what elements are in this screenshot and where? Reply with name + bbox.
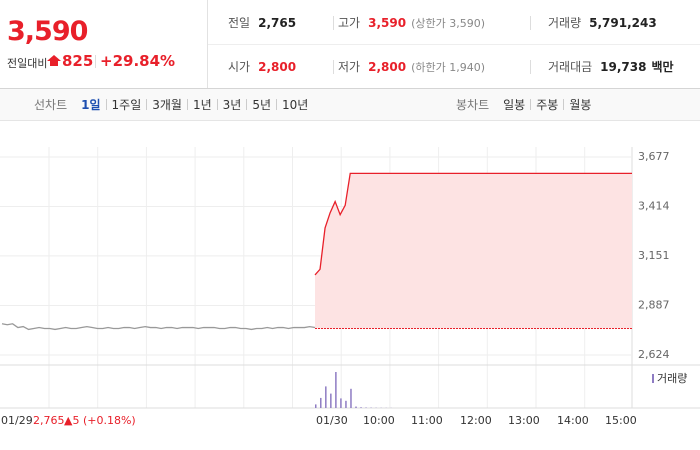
summary-value: 19,738	[600, 60, 647, 74]
volume-bar	[350, 388, 352, 408]
x-tick-label: 15:00	[605, 414, 637, 427]
tab-separator	[216, 99, 218, 110]
y-tick-label: 3,677	[638, 150, 670, 163]
info-price: 2,765	[33, 414, 65, 427]
summary-note: (상한가 3,590)	[411, 17, 485, 30]
summary-value: 2,765	[258, 16, 297, 30]
tab-separator	[105, 99, 107, 110]
legend-label: 거래량	[657, 372, 687, 385]
tab[interactable]: 1일	[81, 98, 101, 112]
area	[315, 173, 632, 329]
x-tick-label: 14:00	[557, 414, 589, 427]
tab-label: 봉차트	[456, 98, 490, 112]
tab-label: 선차트	[34, 98, 68, 112]
volume-bar	[340, 398, 342, 408]
tab[interactable]: 3개월	[152, 98, 182, 112]
x-tick-label: 01/29	[1, 414, 33, 427]
tab[interactable]: 3년	[222, 98, 242, 112]
tab-separator	[563, 99, 565, 110]
divider	[333, 60, 334, 74]
summary-value: 2,800	[368, 60, 407, 74]
change-label: 전일대비	[7, 57, 48, 70]
summary-label: 저가	[338, 60, 361, 74]
summary-note: (하한가 1,940)	[411, 61, 485, 74]
divider	[95, 55, 96, 68]
summary-value: 2,800	[258, 60, 297, 74]
tab-group: 봉차트 일봉 주봉 월봉	[456, 96, 591, 113]
y-tick-label: 3,414	[638, 199, 670, 212]
summary-item: 거래대금 19,738 백만	[548, 58, 674, 75]
divider	[208, 44, 700, 45]
summary-item: 고가 3,590 (상한가 3,590)	[338, 14, 485, 31]
tab[interactable]: 5년	[252, 98, 272, 112]
tab[interactable]: 1년	[192, 98, 212, 112]
up-icon-base	[50, 61, 58, 66]
summary-item: 시가 2,800	[228, 58, 296, 75]
current-price: 3,590	[7, 16, 88, 47]
x-tick-label: 10:00	[363, 414, 395, 427]
tab-separator	[246, 99, 248, 110]
summary-label: 전일	[228, 16, 251, 30]
line	[1, 323, 316, 331]
volume-bar	[320, 397, 322, 408]
tab-separator	[276, 99, 278, 110]
y-tick-label: 2,624	[638, 348, 670, 361]
x-tick-label: 13:00	[508, 414, 540, 427]
volume-bar	[315, 404, 317, 408]
volume-bar	[335, 372, 337, 408]
line	[314, 172, 632, 276]
tab-group: 선차트 1일 1주일 3개월 1년 3년 5년 10년	[34, 96, 308, 113]
tab[interactable]: 1주일	[111, 98, 142, 112]
tab-separator	[146, 99, 148, 110]
info-change: ▲5 (+0.18%)	[64, 414, 136, 427]
tab-separator	[530, 99, 532, 110]
divider	[207, 0, 208, 88]
summary-label: 시가	[228, 60, 251, 74]
x-tick-label: 12:00	[460, 414, 492, 427]
volume-bar	[330, 393, 332, 408]
change-rate: +29.84%	[100, 52, 176, 70]
tab[interactable]: 주봉	[536, 98, 559, 112]
summary-item: 저가 2,800 (하한가 1,940)	[338, 58, 485, 75]
up-icon	[47, 55, 61, 61]
volume-bar	[360, 407, 362, 408]
summary-value: 5,791,243	[589, 16, 657, 30]
chart: 3,677 3,414 3,151 2,887 2,624 거래량 01/29 01/30 10…	[0, 120, 700, 427]
divider	[530, 16, 531, 30]
tab[interactable]: 일봉	[503, 98, 526, 112]
summary-value: 3,590	[368, 16, 407, 30]
legend-swatch	[652, 374, 654, 383]
volume-bar	[355, 406, 357, 408]
y-tick-label: 2,887	[638, 299, 670, 312]
tab[interactable]: 월봉	[569, 98, 592, 112]
tab[interactable]: 10년	[282, 98, 309, 112]
change-value: 825	[62, 52, 94, 70]
volume-bar	[345, 400, 347, 408]
volume-bar	[325, 386, 327, 408]
summary-label: 거래대금	[548, 60, 593, 74]
summary-label: 고가	[338, 16, 361, 30]
summary-label: 거래량	[548, 16, 582, 30]
x-tick-label: 01/30	[316, 414, 348, 427]
divider	[333, 16, 334, 30]
y-tick-label: 3,151	[638, 249, 670, 262]
summary-item: 거래량 5,791,243	[548, 14, 657, 31]
summary-note: 백만	[651, 60, 674, 74]
divider	[530, 60, 531, 74]
summary-item: 전일 2,765	[228, 14, 296, 31]
tab-separator	[186, 99, 188, 110]
x-tick-label: 11:00	[411, 414, 443, 427]
